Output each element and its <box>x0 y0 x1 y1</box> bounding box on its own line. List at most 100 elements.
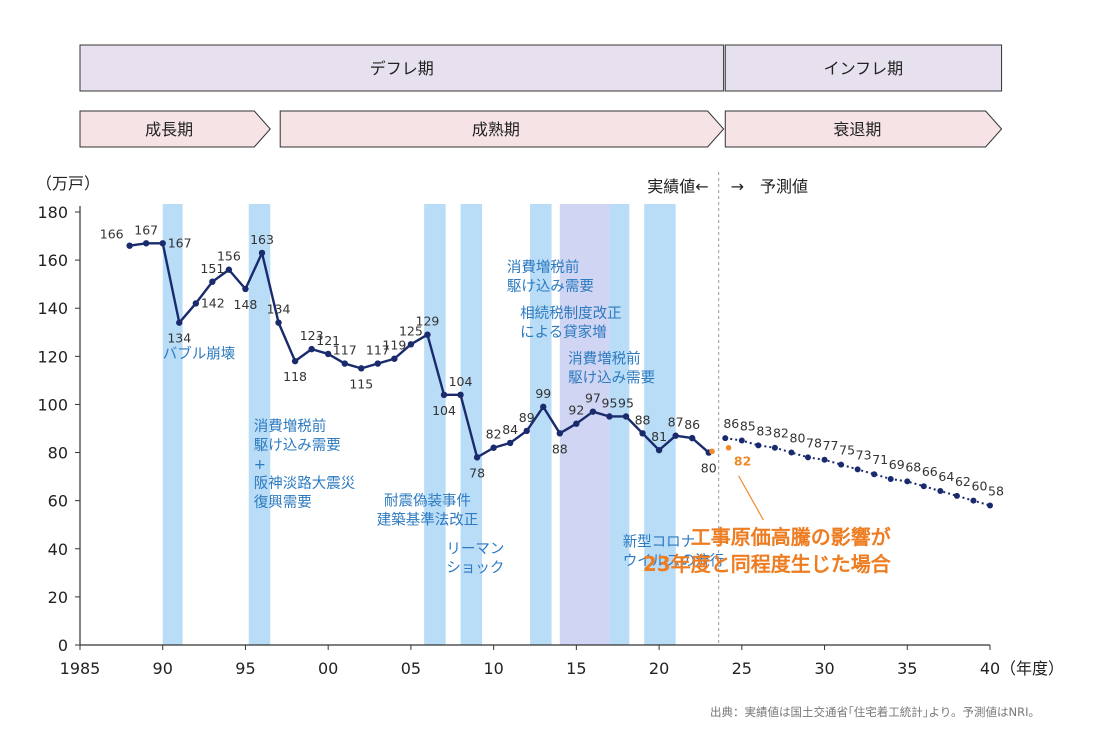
data-label: 118 <box>283 369 307 384</box>
annotation-line: 消費増税前 <box>568 351 641 368</box>
actual-point <box>490 444 497 451</box>
y-tick-label: 80 <box>48 444 68 463</box>
forecast-point <box>854 466 861 473</box>
forecast-point <box>805 454 811 461</box>
data-label: 117 <box>333 343 357 358</box>
forecast-point <box>788 449 795 456</box>
data-label: 83 <box>756 423 772 438</box>
event-band <box>530 204 552 645</box>
phase-arrow <box>79 110 271 148</box>
y-tick-label: 120 <box>37 347 68 366</box>
event-bands <box>162 204 676 645</box>
actual-point <box>209 278 216 285</box>
forecast-label: → 予測値 <box>731 177 808 196</box>
x-tick-label: 40 <box>980 659 1000 678</box>
x-tick-label: 25 <box>732 659 752 678</box>
annotation-line: 相続税制度改正 <box>520 305 622 322</box>
forecast-point <box>887 476 894 483</box>
forecast-point <box>904 478 911 485</box>
y-tick-label: 140 <box>37 299 68 318</box>
data-label: 60 <box>972 479 988 494</box>
actual-point <box>573 420 580 427</box>
y-tick-label: 60 <box>48 492 68 511</box>
actual-point <box>688 434 696 442</box>
x-tick-label: 30 <box>814 659 834 678</box>
alternative-label: 82 <box>734 454 751 469</box>
x-tick-label: 15 <box>566 659 586 678</box>
forecast-point <box>871 471 878 478</box>
annotation-line: 消費増税前 <box>507 259 580 276</box>
x-tick-label: 95 <box>235 659 255 678</box>
phase-arrow <box>279 110 725 148</box>
data-label: 163 <box>250 232 274 247</box>
y-tick-label: 20 <box>48 588 68 607</box>
actual-point <box>225 266 233 273</box>
data-label: 104 <box>449 374 473 389</box>
actual-point <box>324 350 332 358</box>
event-band <box>559 204 610 645</box>
data-label: 134 <box>167 331 191 346</box>
annotation-line: 23年度と同程度生じた場合 <box>643 552 892 576</box>
phase-label: 成長期 <box>145 120 193 139</box>
forecast-point <box>722 435 729 442</box>
actual-point <box>291 357 299 365</box>
actual-point <box>606 413 613 420</box>
data-label: 151 <box>200 261 224 276</box>
data-label: 82 <box>486 427 502 442</box>
phase-arrow <box>724 110 1003 148</box>
forecast-point <box>970 497 977 504</box>
forecast-point <box>755 442 762 449</box>
forecast-point <box>821 456 828 463</box>
phase-bar <box>724 44 1003 92</box>
data-label: 99 <box>535 386 551 401</box>
data-label: 129 <box>416 314 440 329</box>
forecast-point <box>738 437 745 444</box>
annotation-line: リーマン <box>446 542 504 558</box>
data-label: 166 <box>100 227 124 242</box>
actual-point <box>391 355 398 362</box>
data-label: 95 <box>602 395 618 410</box>
data-label: 167 <box>168 235 192 250</box>
data-label: 117 <box>366 343 390 358</box>
data-label: 92 <box>568 403 584 418</box>
forecast-point <box>937 488 944 495</box>
actual-point <box>126 242 133 249</box>
phase-label: 衰退期 <box>833 120 881 139</box>
x-tick-label: 20 <box>649 659 669 678</box>
x-tick-label: 10 <box>483 659 503 678</box>
actual-point <box>258 249 266 257</box>
annotation-line: ショック <box>446 560 504 577</box>
annotation-line: 駆け込み需要 <box>568 370 655 387</box>
actual-point <box>655 446 663 454</box>
annotation-line: 駆け込み需要 <box>254 437 341 454</box>
event-band <box>162 204 183 645</box>
actual-point <box>407 341 415 348</box>
actual-point <box>142 240 150 247</box>
y-tick-label: 40 <box>48 540 68 559</box>
y-tick-label: 180 <box>37 203 68 222</box>
data-label: 123 <box>300 328 324 343</box>
annotation-line: 耐震偽装事件 <box>384 492 471 509</box>
data-label: 142 <box>201 295 225 310</box>
data-label: 80 <box>790 431 806 446</box>
annotation-line: 消費増税前 <box>254 418 327 435</box>
x-tick-label: 05 <box>401 659 421 678</box>
data-label: 89 <box>519 410 535 425</box>
data-label: 86 <box>684 417 700 432</box>
event-band <box>609 204 630 645</box>
actual-point <box>506 439 514 447</box>
y-tick-label: 0 <box>58 636 68 655</box>
y-tick-label: 160 <box>37 251 68 270</box>
annotation-line: 阪神淡路大震災 <box>254 475 356 492</box>
event-band <box>424 204 446 645</box>
actual-point <box>622 413 630 420</box>
data-label: 115 <box>349 376 373 391</box>
source-note: 出典：実績値は国土交通省｢住宅着工統計｣より。予測値はNRI。 <box>710 705 1040 719</box>
forecast-point <box>838 461 845 468</box>
actual-point <box>540 403 547 411</box>
actual-point <box>523 427 530 435</box>
actual-point <box>457 391 464 399</box>
actual-point <box>341 360 348 367</box>
event-band <box>460 204 483 645</box>
